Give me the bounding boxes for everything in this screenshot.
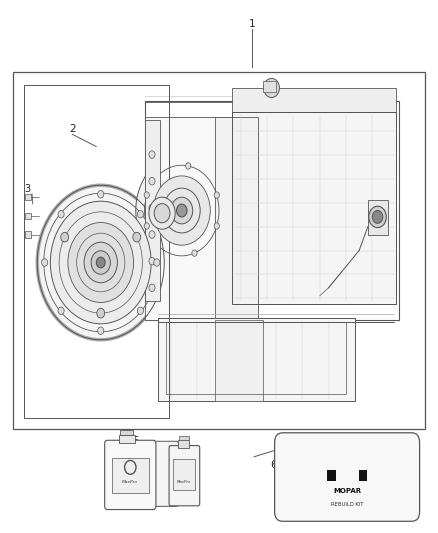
Circle shape xyxy=(91,251,110,274)
Bar xyxy=(120,430,133,435)
FancyBboxPatch shape xyxy=(135,441,179,506)
Bar xyxy=(13,72,425,429)
Circle shape xyxy=(42,259,48,266)
Circle shape xyxy=(50,201,151,324)
Bar xyxy=(327,470,336,481)
Bar xyxy=(232,88,396,112)
Circle shape xyxy=(84,242,117,282)
Bar xyxy=(263,81,276,92)
Circle shape xyxy=(149,231,155,238)
Circle shape xyxy=(138,211,144,218)
Bar xyxy=(368,200,388,235)
Bar xyxy=(358,470,367,481)
Text: 4: 4 xyxy=(279,442,286,451)
Bar xyxy=(232,112,396,304)
Bar xyxy=(24,85,169,418)
Circle shape xyxy=(144,223,149,229)
Circle shape xyxy=(144,192,149,198)
Polygon shape xyxy=(215,320,263,401)
Circle shape xyxy=(214,223,219,229)
Circle shape xyxy=(149,284,155,292)
Bar xyxy=(25,213,31,219)
Text: MaxPro: MaxPro xyxy=(122,480,138,484)
Circle shape xyxy=(186,163,191,169)
Text: MOPAR: MOPAR xyxy=(333,488,361,494)
Bar xyxy=(215,117,258,320)
Circle shape xyxy=(61,232,69,242)
Circle shape xyxy=(149,204,155,212)
Circle shape xyxy=(97,308,105,318)
Bar xyxy=(178,440,189,448)
FancyBboxPatch shape xyxy=(105,440,156,510)
Text: 3: 3 xyxy=(25,184,31,194)
Circle shape xyxy=(98,191,104,198)
FancyBboxPatch shape xyxy=(169,446,200,506)
Bar xyxy=(179,436,189,440)
Circle shape xyxy=(214,192,219,198)
Bar xyxy=(166,322,346,394)
Circle shape xyxy=(133,232,141,242)
Circle shape xyxy=(153,176,210,245)
Text: 2: 2 xyxy=(69,124,76,134)
Text: REBUILD KIT: REBUILD KIT xyxy=(331,502,364,507)
Circle shape xyxy=(192,250,197,256)
Bar xyxy=(145,120,160,301)
Circle shape xyxy=(369,206,386,228)
Bar xyxy=(25,231,31,238)
Circle shape xyxy=(154,204,170,223)
Text: 6: 6 xyxy=(270,460,277,470)
Circle shape xyxy=(98,327,104,335)
Bar xyxy=(232,112,396,304)
Circle shape xyxy=(372,211,383,223)
Circle shape xyxy=(149,257,155,265)
Circle shape xyxy=(138,307,144,314)
Circle shape xyxy=(177,204,187,217)
Circle shape xyxy=(171,197,193,224)
Circle shape xyxy=(154,259,160,266)
Bar xyxy=(119,435,135,443)
Circle shape xyxy=(58,307,64,314)
Circle shape xyxy=(58,211,64,218)
Bar xyxy=(112,458,149,492)
Bar xyxy=(25,194,31,200)
Text: 5: 5 xyxy=(132,437,139,446)
FancyBboxPatch shape xyxy=(275,433,420,521)
Circle shape xyxy=(149,151,155,158)
Bar xyxy=(158,318,355,401)
Circle shape xyxy=(68,222,134,303)
Circle shape xyxy=(149,197,175,229)
Circle shape xyxy=(264,78,279,98)
Bar xyxy=(173,459,195,490)
Bar xyxy=(145,101,399,320)
Circle shape xyxy=(37,185,164,340)
Circle shape xyxy=(149,177,155,185)
Circle shape xyxy=(136,155,228,266)
Text: MaxPro: MaxPro xyxy=(177,480,191,484)
Text: 1: 1 xyxy=(248,19,255,29)
Bar xyxy=(145,117,232,320)
Circle shape xyxy=(96,257,105,268)
